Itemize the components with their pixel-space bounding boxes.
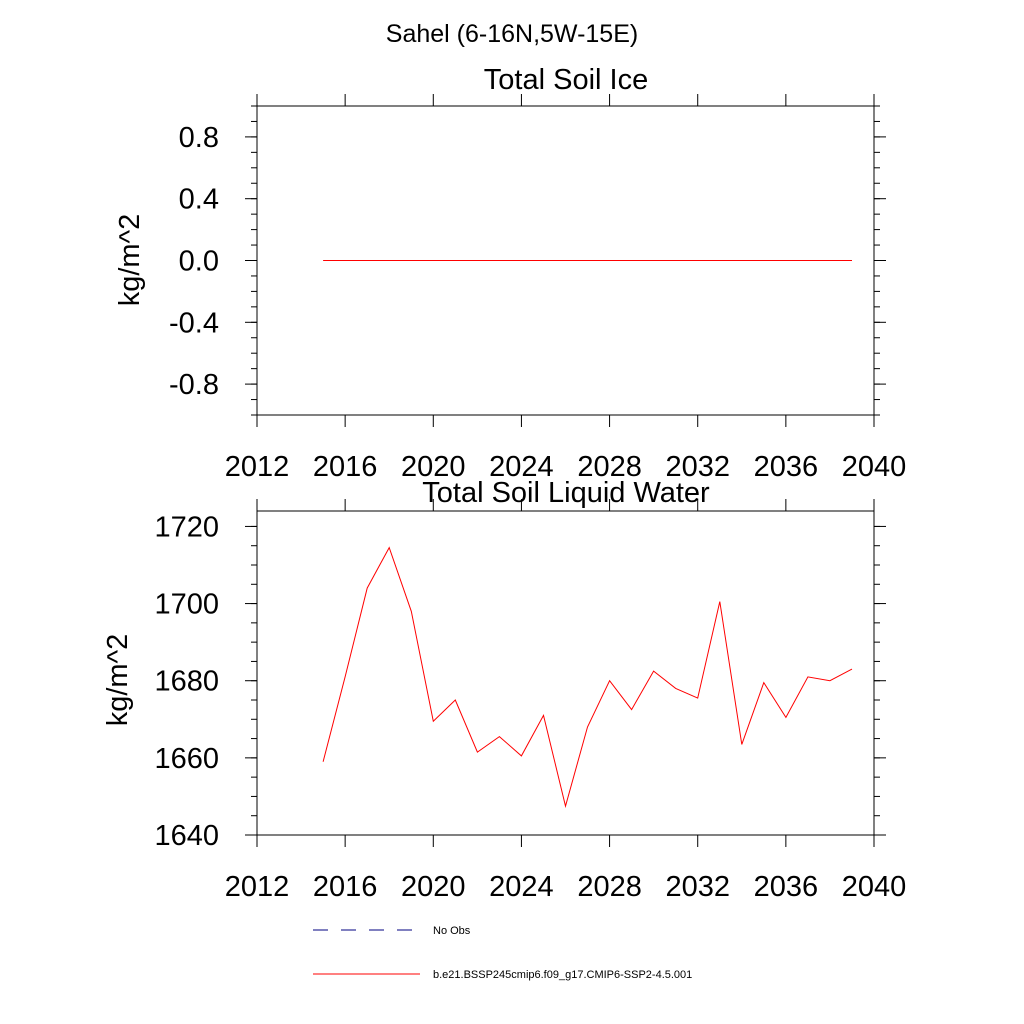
panel-title: Total Soil Ice: [484, 64, 648, 96]
y-tick-label: 1680: [154, 666, 219, 698]
figure-title: Sahel (6-16N,5W-15E): [386, 20, 638, 48]
x-tick-label: 2024: [489, 871, 554, 903]
series-group: [322, 546, 853, 809]
y-tick-label: 1720: [154, 511, 219, 543]
x-tick-label: 2036: [754, 451, 819, 483]
panel-total-soil-liquid-water: Total Soil Liquid Water kg/m^2 2012 2016 2…: [102, 477, 906, 903]
y-tick-label: 1700: [154, 589, 219, 621]
y-tick-label: 0.8: [179, 122, 219, 154]
x-tick-label: 2036: [754, 871, 819, 903]
x-tick-label: 2028: [577, 871, 642, 903]
legend-label-model-run: b.e21.BSSP245cmip6.f09_g17.CMIP6-SSP2-4.…: [433, 969, 692, 981]
y-axis-label: kg/m^2: [102, 634, 134, 727]
plot-frame: [256, 510, 875, 836]
x-tick-label: 2032: [665, 871, 730, 903]
y-tick-label: 1640: [154, 820, 219, 852]
y-tick-label: 0.4: [179, 184, 219, 216]
x-tick-label: 2012: [225, 451, 290, 483]
panel-title: Total Soil Liquid Water: [422, 477, 710, 509]
y-axis-label: kg/m^2: [114, 214, 146, 307]
x-tick-label: 2012: [225, 871, 290, 903]
x-tick-label: 2016: [313, 451, 378, 483]
panel-total-soil-ice: Total Soil Ice kg/m^2 2012 2016 2020 2024 20…: [114, 64, 906, 483]
y-tick-label: 1660: [154, 743, 219, 775]
y-tick-label: -0.4: [169, 307, 219, 339]
legend-label-no-obs: No Obs: [433, 925, 471, 937]
axis-ticks: 2012 2016 2020 2024 2028 2032 2036 2040 1720 1700…: [154, 499, 906, 903]
x-tick-label: 2032: [665, 451, 730, 483]
series-line: [322, 546, 853, 809]
axis-ticks: 2012 2016 2020 2024 2028 2032 2036 2040 0.8 0.4 0.…: [169, 94, 906, 483]
x-tick-label: 2024: [489, 451, 554, 483]
legend: No Obs b.e21.BSSP245cmip6.f09_g17.CMIP6-…: [313, 925, 692, 981]
x-tick-label: 2016: [313, 871, 378, 903]
y-tick-label: 0.0: [179, 246, 219, 278]
x-tick-label: 2020: [401, 451, 466, 483]
x-tick-label: 2028: [577, 451, 642, 483]
y-tick-label: -0.8: [169, 369, 219, 401]
x-tick-label: 2040: [842, 451, 907, 483]
x-tick-label: 2040: [842, 871, 907, 903]
x-tick-label: 2020: [401, 871, 466, 903]
